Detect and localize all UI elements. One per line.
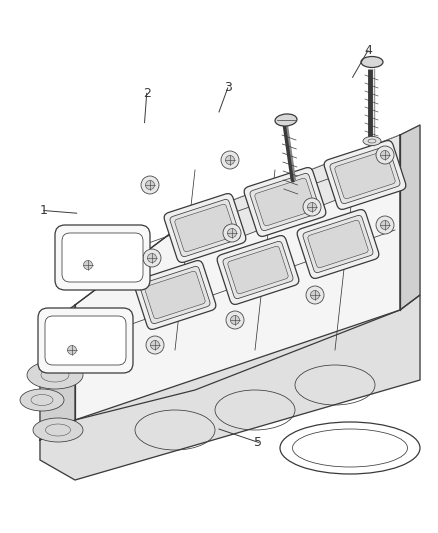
FancyBboxPatch shape (244, 167, 326, 237)
FancyBboxPatch shape (297, 209, 379, 278)
FancyBboxPatch shape (217, 236, 299, 304)
Circle shape (230, 316, 240, 325)
Circle shape (303, 198, 321, 216)
Circle shape (307, 203, 317, 212)
FancyBboxPatch shape (228, 246, 288, 294)
Circle shape (376, 146, 394, 164)
Circle shape (221, 151, 239, 169)
Circle shape (151, 341, 159, 350)
Polygon shape (75, 135, 400, 420)
Ellipse shape (33, 418, 83, 442)
FancyBboxPatch shape (324, 141, 406, 209)
FancyBboxPatch shape (250, 173, 320, 231)
FancyBboxPatch shape (303, 215, 373, 272)
Ellipse shape (361, 56, 383, 68)
Ellipse shape (275, 114, 297, 126)
Circle shape (227, 229, 237, 238)
Circle shape (148, 254, 156, 262)
Polygon shape (195, 135, 400, 255)
FancyBboxPatch shape (170, 199, 240, 256)
FancyBboxPatch shape (308, 220, 368, 268)
FancyBboxPatch shape (140, 266, 210, 324)
Circle shape (146, 336, 164, 354)
Circle shape (381, 221, 389, 230)
Ellipse shape (20, 389, 64, 411)
Circle shape (306, 286, 324, 304)
Circle shape (226, 156, 234, 165)
Ellipse shape (363, 136, 381, 146)
Circle shape (79, 256, 97, 274)
FancyBboxPatch shape (330, 147, 400, 204)
FancyBboxPatch shape (38, 308, 133, 373)
Polygon shape (40, 305, 75, 440)
FancyBboxPatch shape (164, 193, 246, 262)
Text: 5: 5 (254, 436, 262, 449)
Ellipse shape (27, 361, 83, 389)
FancyBboxPatch shape (223, 241, 293, 298)
FancyBboxPatch shape (145, 271, 205, 319)
FancyBboxPatch shape (335, 151, 395, 199)
Polygon shape (40, 295, 420, 480)
FancyBboxPatch shape (62, 233, 143, 282)
Circle shape (145, 181, 155, 190)
Text: 3: 3 (224, 82, 232, 94)
Text: 4: 4 (364, 44, 372, 57)
FancyBboxPatch shape (55, 225, 150, 290)
FancyBboxPatch shape (134, 261, 216, 329)
Circle shape (226, 311, 244, 329)
Text: 2: 2 (143, 87, 151, 100)
Circle shape (376, 216, 394, 234)
Circle shape (223, 224, 241, 242)
Circle shape (141, 176, 159, 194)
FancyBboxPatch shape (175, 204, 235, 252)
Circle shape (67, 345, 77, 354)
Circle shape (63, 341, 81, 359)
Circle shape (143, 249, 161, 267)
Polygon shape (400, 125, 420, 310)
Text: 1: 1 (40, 204, 48, 217)
Circle shape (381, 150, 389, 159)
FancyBboxPatch shape (45, 316, 126, 365)
Circle shape (84, 261, 92, 270)
Circle shape (311, 290, 319, 300)
FancyBboxPatch shape (255, 178, 315, 226)
